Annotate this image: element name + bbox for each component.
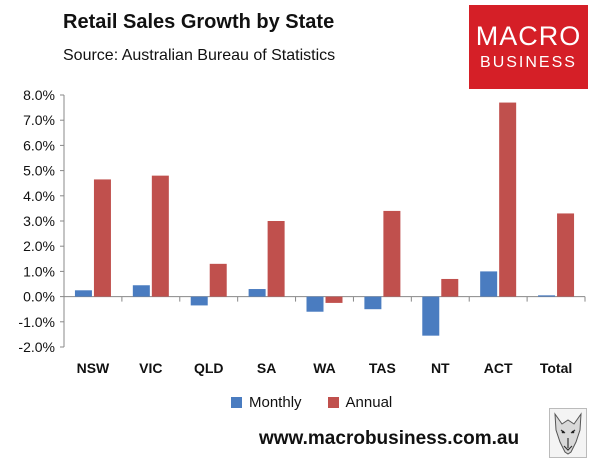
- legend-item-monthly: Monthly: [231, 394, 302, 411]
- y-tick-label: 5.0%: [23, 163, 55, 179]
- bar-monthly-tas: [364, 296, 382, 310]
- y-tick-label: 2.0%: [23, 238, 55, 254]
- y-tick-label: 6.0%: [23, 137, 55, 153]
- bar-annual-wa: [325, 296, 343, 303]
- logo-line-1: MACRO: [475, 21, 582, 51]
- macrobusiness-logo: MACRO BUSINESS: [469, 5, 588, 89]
- legend-swatch-annual: [327, 397, 339, 408]
- legend-swatch-monthly: [231, 397, 242, 408]
- bar-annual-tas: [383, 210, 401, 297]
- legend-item-annual: Annual: [327, 394, 393, 411]
- bar-monthly-total: [538, 295, 556, 297]
- chart-legend: Monthly Annual: [231, 394, 418, 411]
- bar-annual-sa: [267, 221, 285, 297]
- bar-annual-act: [499, 102, 517, 297]
- bar-annual-nsw: [93, 179, 111, 297]
- bar-annual-vic: [151, 175, 169, 297]
- x-tick-label: TAS: [369, 360, 396, 376]
- bar-annual-total: [557, 213, 575, 297]
- y-tick-label: 0.0%: [23, 289, 55, 305]
- y-tick-label: 7.0%: [23, 112, 55, 128]
- chart-subtitle: Source: Australian Bureau of Statistics: [63, 47, 336, 64]
- bar-monthly-act: [480, 271, 498, 297]
- y-tick-label: -1.0%: [18, 314, 55, 330]
- x-tick-label: ACT: [484, 360, 513, 376]
- bar-annual-qld: [209, 263, 227, 297]
- y-tick-label: -2.0%: [18, 339, 55, 355]
- x-tick-label: SA: [257, 360, 276, 376]
- x-tick-label: Total: [540, 360, 572, 376]
- x-tick-label: WA: [313, 360, 336, 376]
- bar-monthly-sa: [248, 289, 266, 297]
- bar-monthly-wa: [306, 296, 324, 312]
- legend-label-monthly: Monthly: [249, 394, 302, 411]
- wolf-logo-icon: [549, 408, 587, 458]
- bar-monthly-nt: [422, 296, 440, 336]
- footer-url: www.macrobusiness.com.au: [259, 428, 520, 449]
- legend-label-annual: Annual: [345, 394, 393, 411]
- bar-monthly-vic: [132, 285, 150, 297]
- y-tick-label: 8.0%: [23, 87, 55, 103]
- x-tick-label: NSW: [77, 360, 110, 376]
- bar-monthly-nsw: [74, 290, 92, 297]
- bar-annual-nt: [441, 278, 459, 297]
- x-tick-label: VIC: [139, 360, 162, 376]
- x-tick-label: QLD: [194, 360, 224, 376]
- bar-monthly-qld: [190, 296, 208, 306]
- y-tick-label: 4.0%: [23, 188, 55, 204]
- y-tick-label: 3.0%: [23, 213, 55, 229]
- x-tick-label: NT: [431, 360, 450, 376]
- y-tick-label: 1.0%: [23, 263, 55, 279]
- chart-title: Retail Sales Growth by State: [63, 11, 335, 33]
- logo-line-2: BUSINESS: [480, 54, 577, 71]
